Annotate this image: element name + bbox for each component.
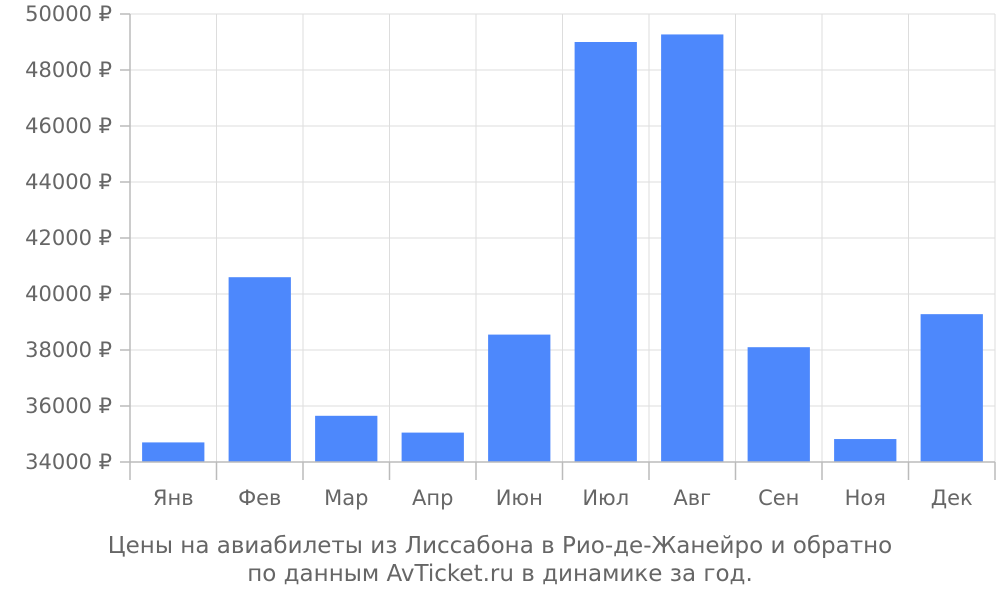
bar-6 — [574, 42, 637, 462]
y-tick-label: 34000 ₽ — [25, 450, 112, 474]
y-tick-label: 48000 ₽ — [25, 58, 112, 82]
x-tick-label: Сен — [758, 486, 799, 510]
y-tick-label: 38000 ₽ — [25, 338, 112, 362]
bar-9 — [834, 439, 897, 462]
axes — [120, 13, 996, 480]
y-axis-tick-labels: 34000 ₽ 36000 ₽ 38000 ₽ 40000 ₽ 42000 ₽ 44000… — [25, 2, 112, 474]
caption-line-2: по данным AvTicket.ru в динамике за год. — [247, 561, 753, 587]
bar-1 — [142, 442, 205, 462]
bars — [142, 34, 983, 462]
x-tick-label: Янв — [153, 486, 194, 510]
caption-line-1: Цены на авиабилеты из Лиссабона в Рио-де… — [107, 533, 893, 559]
y-tick-label: 46000 ₽ — [25, 114, 112, 138]
price-bar-chart: 34000 ₽ 36000 ₽ 38000 ₽ 40000 ₽ 42000 ₽ 44000… — [25, 2, 996, 510]
bar-4 — [401, 432, 464, 462]
x-tick-label: Мар — [324, 486, 368, 510]
bar-2 — [228, 277, 291, 462]
bar-5 — [488, 334, 551, 462]
x-tick-label: Апр — [412, 486, 453, 510]
bar-10 — [920, 314, 983, 462]
x-tick-label: Авг — [673, 486, 711, 510]
x-tick-label: Ноя — [845, 486, 886, 510]
x-axis-tick-labels: Янв Фев Мар Апр Июн Июл Авг Сен Ноя Дек — [153, 486, 973, 510]
y-tick-label: 42000 ₽ — [25, 226, 112, 250]
y-tick-label: 40000 ₽ — [25, 282, 112, 306]
bar-3 — [315, 415, 378, 462]
y-tick-label: 36000 ₽ — [25, 394, 112, 418]
x-tick-label: Фев — [238, 486, 281, 510]
chart-caption: Цены на авиабилеты из Лиссабона в Рио-де… — [0, 532, 1000, 588]
y-tick-label: 50000 ₽ — [25, 2, 112, 26]
bar-8 — [747, 347, 810, 462]
x-tick-label: Июл — [582, 486, 629, 510]
bar-7 — [661, 34, 724, 462]
y-tick-label: 44000 ₽ — [25, 170, 112, 194]
x-tick-label: Дек — [931, 486, 973, 510]
grid-lines — [130, 13, 996, 463]
x-tick-label: Июн — [496, 486, 543, 510]
